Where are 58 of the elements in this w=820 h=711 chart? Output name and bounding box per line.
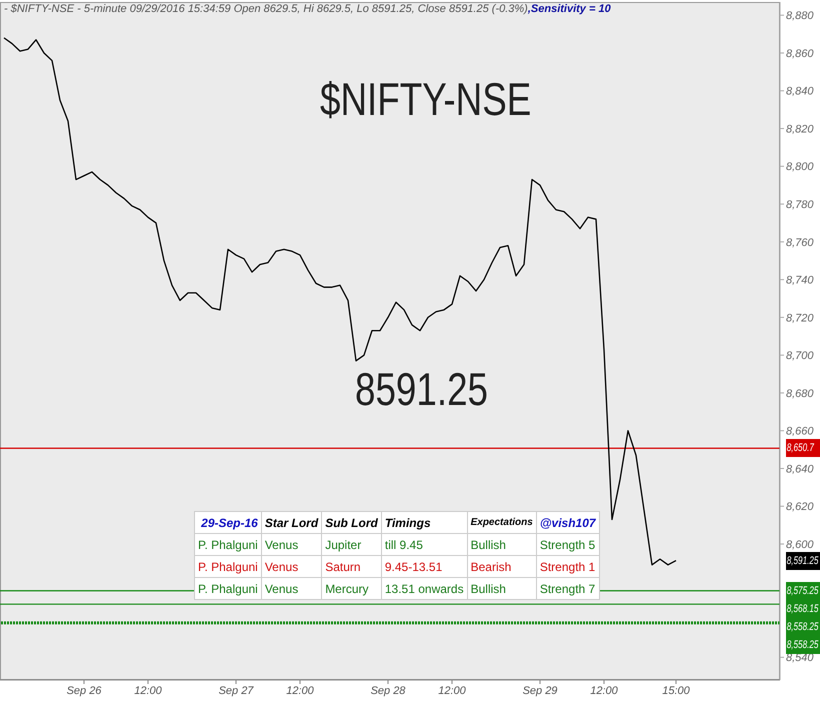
x-tick-label: 15:00 xyxy=(662,684,691,697)
annotation: Venus xyxy=(261,534,322,556)
y-tick-label: 8,640 xyxy=(786,463,814,476)
annotation: $NIFTY-NSE xyxy=(320,72,532,126)
ref-line-label: 8,558.25 xyxy=(786,618,818,636)
annotation: Star Lord xyxy=(261,512,322,534)
annotation: @vish107 xyxy=(536,512,600,534)
y-tick-label: 8,860 xyxy=(786,48,814,60)
x-tick-label: Sep 27 xyxy=(218,684,254,697)
y-tick-label: 8,880 xyxy=(786,10,814,22)
annotation: Strength 1 xyxy=(536,556,600,578)
annotation: Mercury xyxy=(322,578,382,600)
y-tick-label: 8,680 xyxy=(786,388,814,400)
annotation: 29-Sep-16 xyxy=(194,512,262,534)
x-tick-label: 12:00 xyxy=(438,684,467,697)
annotation: Saturn xyxy=(322,556,382,578)
annotation: 9.45-13.51 xyxy=(381,556,468,578)
ref-line-label: 8,650.7 xyxy=(786,441,814,456)
annotation: 8591.25 xyxy=(355,362,488,416)
y-tick-label: 8,720 xyxy=(786,312,814,324)
annotation: Venus xyxy=(261,578,322,600)
x-tick-label: Sep 26 xyxy=(66,684,102,697)
annotation: P. Phalguni xyxy=(194,534,262,556)
y-tick-label: 8,780 xyxy=(786,198,814,211)
ref-line-label: 8,568.15 xyxy=(786,600,818,618)
chart-title: - $NIFTY-NSE - 5-minute 09/29/2016 15:34:59 Open 8629.5, Hi 8629.5, Lo 8591.25, Close 8591.25 (-0.3%) xyxy=(4,3,528,15)
annotation: Expectations xyxy=(467,512,536,534)
y-tick-label: 8,700 xyxy=(786,350,814,362)
y-tick-label: 8,820 xyxy=(786,123,814,136)
annotation: Sub Lord xyxy=(322,512,382,534)
y-tick-label: 8,660 xyxy=(786,426,814,438)
annotation: 13.51 onwards xyxy=(381,578,468,600)
y-tick-label: 8,740 xyxy=(786,274,814,287)
ref-line-label: 8,575.25 xyxy=(786,582,818,600)
annotation: Bullish xyxy=(467,578,536,600)
y-tick-label: 8,840 xyxy=(786,86,814,98)
x-tick-label: Sep 28 xyxy=(370,684,406,697)
annotation: Bullish xyxy=(467,534,536,556)
annotation: P. Phalguni xyxy=(194,556,262,578)
y-tick-label: 8,760 xyxy=(786,236,814,249)
annotation: Timings xyxy=(381,512,468,534)
annotation: Venus xyxy=(261,556,322,578)
annotation: till 9.45 xyxy=(381,534,468,556)
annotation: P. Phalguni xyxy=(194,578,262,600)
x-tick-label: 12:00 xyxy=(134,684,163,697)
y-tick-label: 8,600 xyxy=(786,538,814,551)
annotation: Strength 5 xyxy=(536,534,600,556)
y-tick-label: 8,800 xyxy=(786,161,814,174)
x-tick-label: 12:00 xyxy=(590,684,619,697)
annotation: Bearish xyxy=(467,556,536,578)
chart-subtitle: ,Sensitivity = 10 xyxy=(528,3,611,15)
y-tick-label: 8,620 xyxy=(786,501,814,514)
text: 8,591.25 xyxy=(786,552,818,570)
x-tick-label: Sep 29 xyxy=(522,684,558,697)
x-tick-label: 12:00 xyxy=(286,684,315,697)
annotation: Jupiter xyxy=(322,534,382,556)
text: 8,558.25 xyxy=(786,636,818,654)
annotation: Strength 7 xyxy=(536,578,600,600)
